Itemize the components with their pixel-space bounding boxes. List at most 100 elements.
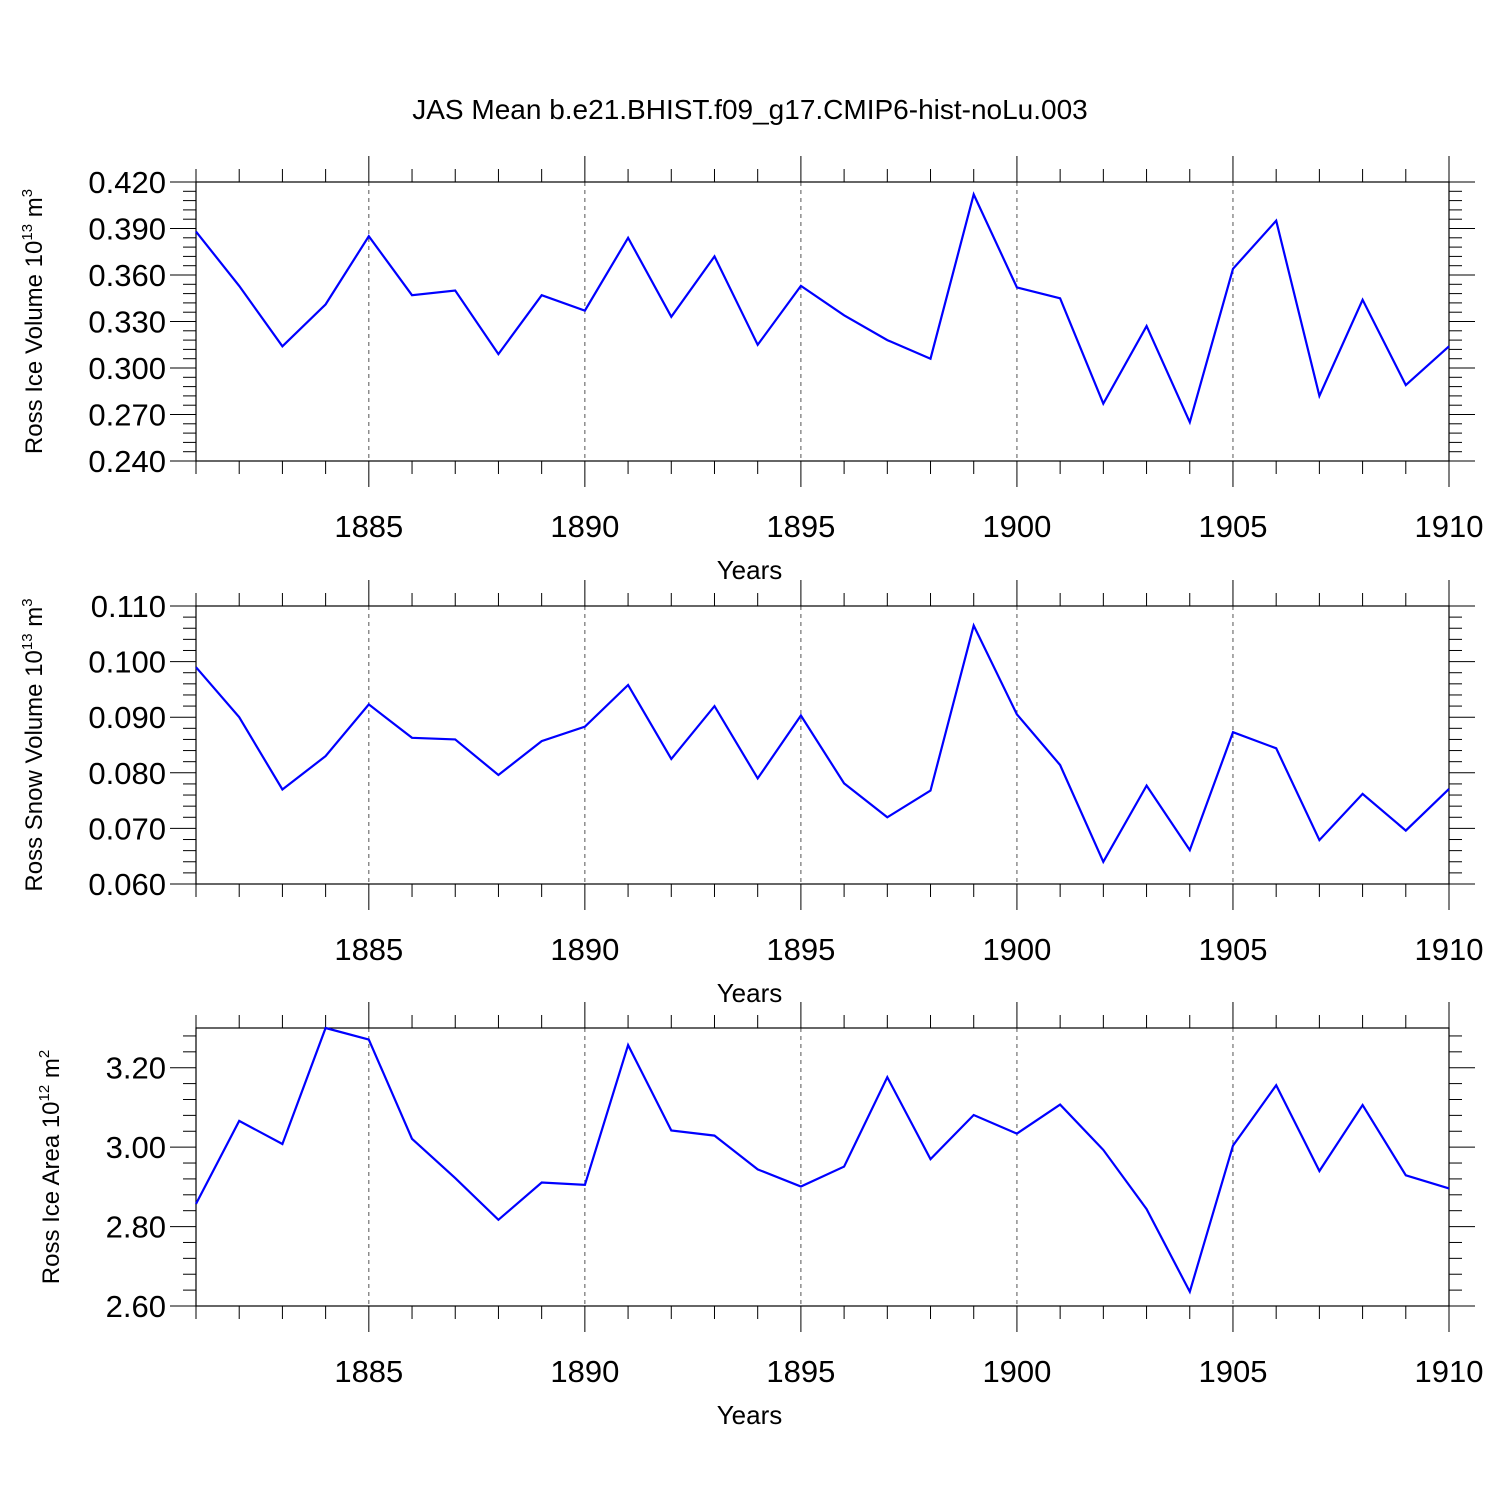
x-tick-label: 1890: [550, 932, 619, 967]
data-point: [583, 309, 587, 313]
data-point: [496, 1218, 500, 1222]
data-point: [799, 1185, 803, 1189]
y-axis-label-unit: m: [38, 1058, 65, 1085]
y-tick-label: 2.80: [106, 1210, 166, 1245]
data-point: [669, 1129, 673, 1133]
data-point: [453, 1176, 457, 1180]
chart-panel-2: 1885 1890 1895 1900 1905 1910 Years 0.060 0.070 0…: [19, 580, 1483, 1008]
data-point: [842, 1165, 846, 1169]
y-tick-label: 0.090: [88, 700, 166, 735]
data-point: [1188, 848, 1192, 852]
data-point: [324, 1026, 328, 1030]
x-tick-label: 1895: [766, 1354, 835, 1389]
data-point: [194, 1202, 198, 1206]
x-axis-label: Years: [717, 555, 783, 585]
plot-frame: [195, 605, 1450, 885]
data-point: [1231, 267, 1235, 271]
x-tick-label: 1895: [766, 932, 835, 967]
data-point: [929, 1157, 933, 1161]
data-point: [972, 1113, 976, 1117]
data-point: [1058, 763, 1062, 767]
data-point: [324, 302, 328, 306]
data-point: [540, 1181, 544, 1185]
data-point: [540, 293, 544, 297]
y-tick-label: 0.110: [91, 589, 166, 624]
data-point: [194, 665, 198, 669]
data-point: [1317, 394, 1321, 398]
data-point: [972, 192, 976, 196]
data-point: [583, 725, 587, 729]
data-point: [1101, 1148, 1105, 1152]
x-tick-label: 1910: [1415, 509, 1484, 544]
y-tick-label: 3.20: [106, 1051, 166, 1086]
data-point: [1404, 383, 1408, 387]
data-point: [756, 343, 760, 347]
data-point: [1015, 712, 1019, 716]
y-axis-label-unit-exponent: 2: [36, 1050, 53, 1058]
data-point: [1145, 324, 1149, 328]
data-point: [1274, 1083, 1278, 1087]
data-point: [1145, 1207, 1149, 1211]
data-point: [713, 254, 717, 258]
x-axis-label: Years: [717, 978, 783, 1008]
data-point: [194, 230, 198, 234]
y-tick-label: 0.240: [88, 444, 166, 479]
data-point: [1188, 1290, 1192, 1294]
data-point: [885, 1075, 889, 1079]
y-tick-label: 0.080: [88, 756, 166, 791]
data-point: [1404, 829, 1408, 833]
data-point: [1231, 1144, 1235, 1148]
y-axis-label-unit-exponent: 3: [19, 598, 36, 606]
data-point: [1317, 838, 1321, 842]
series-line: [195, 191, 1450, 426]
y-tick-label: 0.070: [88, 811, 166, 846]
data-point: [1101, 860, 1105, 864]
data-point: [280, 344, 284, 348]
data-point: [1274, 219, 1278, 223]
x-tick-label: 1905: [1198, 509, 1267, 544]
data-point: [280, 1142, 284, 1146]
y-tick-label: 0.330: [88, 305, 166, 340]
x-axis-label: Years: [717, 1400, 783, 1430]
data-point: [237, 1119, 241, 1123]
data-point: [496, 352, 500, 356]
y-axis-label-text: Ross Snow Volume 10: [21, 650, 48, 891]
plot-frame: [195, 1027, 1450, 1307]
data-point: [842, 313, 846, 317]
data-point: [626, 1043, 630, 1047]
data-point: [669, 315, 673, 319]
plot-frame: [195, 181, 1450, 462]
data-point: [1101, 402, 1105, 406]
y-tick-label: 0.420: [88, 165, 166, 200]
data-point: [453, 737, 457, 741]
x-tick-label: 1885: [334, 1354, 403, 1389]
chart-title: JAS Mean b.e21.BHIST.f09_g17.CMIP6-hist-…: [412, 94, 1088, 125]
y-axis-label-unit-exponent: 3: [19, 189, 36, 197]
data-point: [237, 284, 241, 288]
y-axis-label-text: Ross Ice Area 10: [38, 1101, 65, 1284]
data-point: [1145, 784, 1149, 788]
data-point: [237, 715, 241, 719]
y-axis-label: Ross Ice Volume 1013 m3: [19, 189, 48, 454]
data-point: [669, 757, 673, 761]
data-point: [626, 236, 630, 240]
chart-panel-1: 1885 1890 1895 1900 1905 1910 Years 0.240 0.270 0…: [19, 156, 1483, 585]
chart-panel-3: 1885 1890 1895 1900 1905 1910 Years 2.60 2.80 3.0…: [36, 1002, 1483, 1430]
x-tick-label: 1890: [550, 509, 619, 544]
y-axis-label-exponent: 12: [36, 1085, 53, 1102]
y-tick-label: 3.00: [106, 1130, 166, 1165]
y-axis-label-exponent: 13: [19, 633, 36, 650]
series-line: [195, 622, 1450, 865]
y-tick-label: 0.100: [88, 645, 166, 680]
data-point: [1274, 746, 1278, 750]
data-point: [1361, 298, 1365, 302]
x-tick-label: 1905: [1198, 932, 1267, 967]
data-point: [885, 338, 889, 342]
x-tick-label: 1885: [334, 932, 403, 967]
y-axis-label-text: Ross Ice Volume 10: [21, 241, 48, 454]
data-point: [1361, 792, 1365, 796]
data-point: [842, 781, 846, 785]
data-point: [799, 714, 803, 718]
data-point: [1015, 1132, 1019, 1136]
